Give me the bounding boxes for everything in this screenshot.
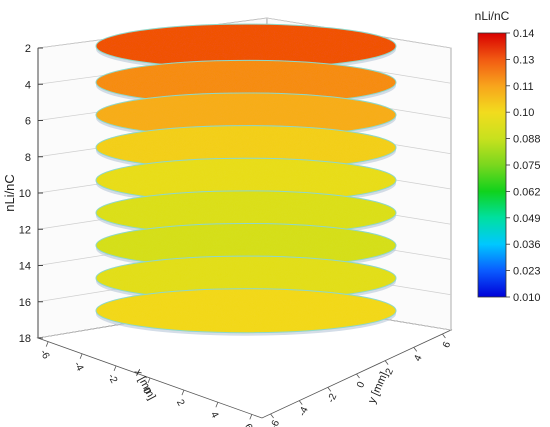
x-tick-mark	[45, 341, 49, 347]
y-tick-label: -2	[326, 392, 340, 405]
x-tick-mark	[215, 402, 219, 408]
colorbar-title: nLi/nC	[475, 9, 510, 23]
colorbar-tick-label: 0.036	[513, 239, 541, 251]
axis-labels: 2 4 6 8 10 12 14 16 18 nLi/nC -6 -4 -2 0 2 4 6 x [mm] -6 -4…	[2, 43, 453, 427]
y-tick-mark	[270, 413, 274, 419]
y-tick-mark	[327, 387, 332, 392]
y-tick-label: 6	[441, 340, 453, 350]
x-tick-label: -4	[71, 360, 85, 373]
x-tick-label: -2	[105, 372, 119, 385]
x-tick-label: -6	[37, 348, 51, 361]
y-tick-mark	[442, 333, 446, 339]
colorbar-tick-label: 0.088	[513, 134, 541, 146]
colorbar-tick-label: 0.010	[513, 292, 541, 304]
colorbar-tick-label: 0.023	[513, 266, 541, 278]
z-axis-title: nLi/nC	[2, 174, 17, 212]
z-tick-label: 6	[25, 116, 31, 128]
y-tick-label: 4	[412, 353, 424, 363]
slice-disk	[95, 23, 397, 72]
colorbar-tick-label: 0.062	[513, 186, 541, 198]
y-tick-mark	[298, 400, 303, 405]
y-tick-label: -4	[297, 405, 311, 418]
colorbar: nLi/nC0.14 0.13 0.11 0.10 0.088 0.075 0.062 0.0…	[475, 9, 541, 304]
slice-stack	[95, 23, 397, 336]
colorbar-tick-label: 0.10	[513, 107, 534, 119]
z-tick-label: 2	[25, 43, 31, 55]
z-tick-label: 16	[19, 297, 31, 309]
x-tick-mark	[113, 365, 117, 372]
colorbar-tick-label: 0.14	[513, 28, 534, 40]
x-tick-mark	[249, 414, 253, 420]
x-tick-label: 0	[140, 386, 153, 396]
colorbar-tick-label: 0.049	[513, 213, 541, 225]
z-tick-label: 14	[19, 261, 31, 273]
z-tick-label: 12	[19, 224, 31, 236]
colorbar-gradient	[477, 32, 507, 298]
x-tick-mark	[147, 377, 151, 384]
x-tick-label: 2	[174, 398, 187, 408]
slice-surface	[95, 288, 397, 334]
x-axis-title: x [mm]	[132, 367, 158, 402]
y-axis-title: y [mm]	[366, 370, 390, 405]
x-tick-mark	[79, 353, 83, 359]
y-tick-label: 2	[384, 366, 396, 376]
colorbar-tick-label: 0.11	[513, 81, 534, 93]
colorbar-tick-label: 0.075	[513, 160, 541, 172]
x-tick-label: 4	[208, 410, 221, 420]
z-tick-label: 10	[19, 188, 31, 200]
y-tick-label: -6	[268, 418, 282, 427]
x-tick-label: 6	[242, 422, 255, 427]
x-tick-mark	[181, 389, 185, 396]
z-tick-label: 18	[19, 333, 31, 345]
y-tick-mark	[356, 373, 360, 379]
colorbar-tick-label: 0.13	[513, 54, 534, 66]
slice-disk	[95, 288, 397, 336]
y-tick-mark	[413, 347, 418, 352]
y-tick-mark	[384, 360, 389, 365]
y-tick-label: 0	[355, 380, 367, 390]
z-tick-label: 8	[25, 152, 31, 164]
z-tick-label: 4	[25, 79, 31, 91]
